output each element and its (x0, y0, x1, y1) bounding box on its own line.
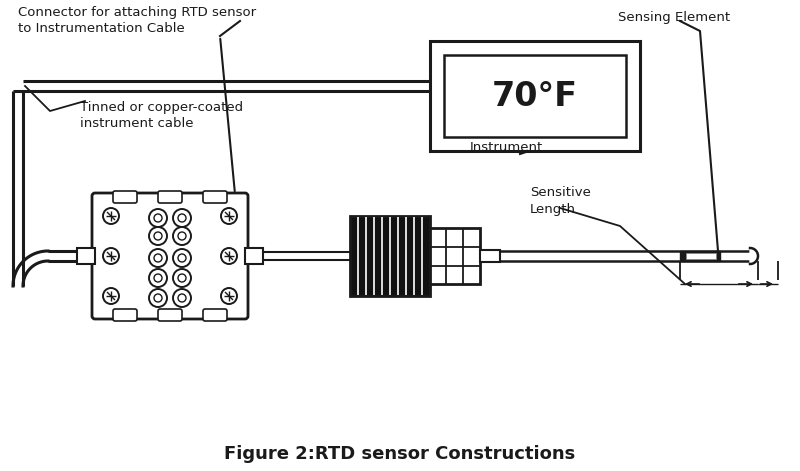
Circle shape (178, 254, 186, 262)
Text: Tinned or copper-coated
instrument cable: Tinned or copper-coated instrument cable (80, 101, 243, 130)
Circle shape (221, 288, 237, 304)
Circle shape (178, 274, 186, 282)
Text: Connector for attaching RTD sensor
to Instrumentation Cable: Connector for attaching RTD sensor to In… (18, 6, 256, 35)
Bar (444, 55, 626, 137)
Circle shape (221, 208, 237, 224)
Circle shape (149, 249, 167, 267)
FancyBboxPatch shape (203, 191, 227, 203)
Circle shape (173, 209, 191, 227)
Bar (350, 216, 430, 296)
Text: Sensitive
Length: Sensitive Length (530, 187, 591, 216)
FancyBboxPatch shape (203, 309, 227, 321)
Circle shape (149, 269, 167, 287)
Circle shape (149, 227, 167, 245)
Circle shape (149, 209, 167, 227)
FancyBboxPatch shape (113, 191, 137, 203)
FancyBboxPatch shape (113, 309, 137, 321)
Circle shape (103, 248, 119, 264)
Bar (245, 248, 263, 264)
Circle shape (173, 249, 191, 267)
Circle shape (103, 288, 119, 304)
Circle shape (149, 289, 167, 307)
Polygon shape (750, 248, 758, 264)
Bar (686, 253, 716, 259)
Bar (480, 250, 500, 262)
Bar (430, 228, 480, 284)
Circle shape (178, 294, 186, 302)
Bar (680, 251, 720, 261)
Circle shape (154, 232, 162, 240)
Bar (77, 248, 95, 264)
Text: Figure 2:RTD sensor Constructions: Figure 2:RTD sensor Constructions (224, 445, 576, 463)
Circle shape (103, 208, 119, 224)
Text: Sensing Element: Sensing Element (618, 11, 730, 24)
Circle shape (173, 289, 191, 307)
Circle shape (154, 294, 162, 302)
FancyBboxPatch shape (92, 193, 248, 319)
FancyBboxPatch shape (158, 191, 182, 203)
Text: Instrument: Instrument (470, 141, 543, 154)
Circle shape (221, 248, 237, 264)
Circle shape (173, 269, 191, 287)
FancyBboxPatch shape (158, 309, 182, 321)
Bar (430, 41, 640, 151)
Circle shape (178, 214, 186, 222)
Text: 70°F: 70°F (492, 80, 578, 113)
Circle shape (154, 214, 162, 222)
Circle shape (173, 227, 191, 245)
Circle shape (178, 232, 186, 240)
Circle shape (154, 254, 162, 262)
Circle shape (154, 274, 162, 282)
